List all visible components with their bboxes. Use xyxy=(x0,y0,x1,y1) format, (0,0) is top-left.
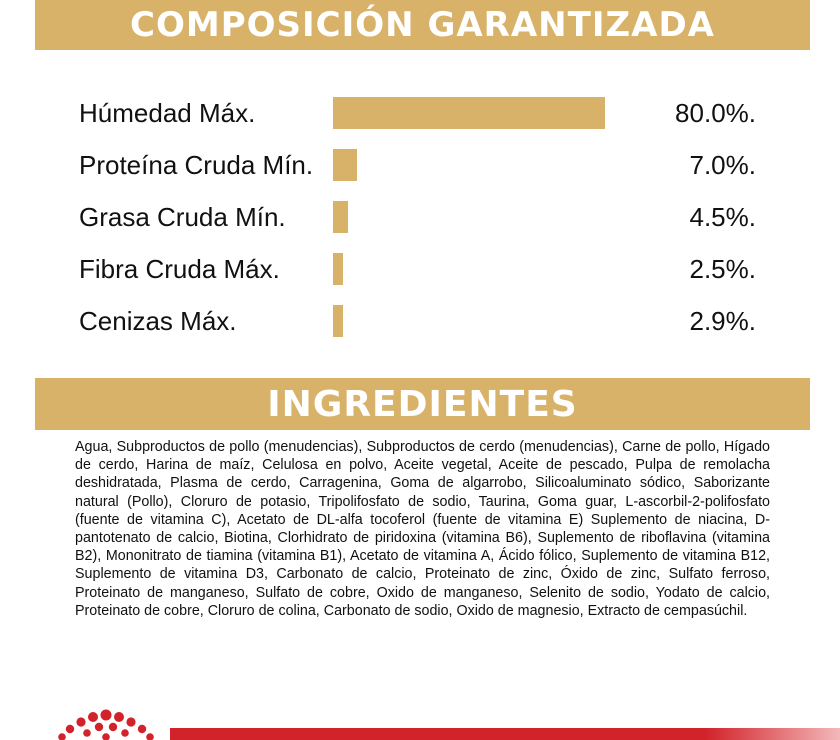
composition-row-fiber: Fibra Cruda Máx. 2.5%. xyxy=(0,243,840,295)
ingredients-banner: INGREDIENTES xyxy=(35,378,810,430)
composition-bar xyxy=(333,149,357,181)
composition-row-value: 4.5%. xyxy=(689,202,757,232)
composition-row-value: 2.9%. xyxy=(689,306,757,336)
composition-row-label: Fibra Cruda Máx. xyxy=(79,254,280,284)
composition-row-protein: Proteína Cruda Mín. 7.0%. xyxy=(0,139,840,191)
brand-red-stripe xyxy=(170,728,840,740)
composition-row-value: 2.5%. xyxy=(689,254,757,284)
composition-bar xyxy=(333,305,343,337)
ingredients-title: INGREDIENTES xyxy=(267,383,578,425)
composition-bar xyxy=(333,201,348,233)
composition-row-label: Cenizas Máx. xyxy=(79,306,237,336)
composition-row-ash: Cenizas Máx. 2.9%. xyxy=(0,295,840,347)
composition-row-label: Proteína Cruda Mín. xyxy=(79,150,314,180)
composition-row-label: Grasa Cruda Mín. xyxy=(79,202,286,232)
composition-row-value: 7.0%. xyxy=(689,150,757,180)
ingredients-text: Agua, Subproductos de pollo (menudencias… xyxy=(75,439,770,619)
composition-row-value: 80.0%. xyxy=(675,98,756,128)
composition-title: COMPOSICIÓN GARANTIZADA xyxy=(130,5,715,45)
composition-row-fat: Grasa Cruda Mín. 4.5%. xyxy=(0,191,840,243)
composition-bar xyxy=(333,253,343,285)
composition-row-label: Húmedad Máx. xyxy=(79,98,256,128)
composition-bar xyxy=(333,97,605,129)
composition-row-moisture: Húmedad Máx. 80.0%. xyxy=(0,87,840,139)
composition-banner: COMPOSICIÓN GARANTIZADA xyxy=(35,0,810,50)
crown-dots-logo-icon xyxy=(58,709,154,740)
